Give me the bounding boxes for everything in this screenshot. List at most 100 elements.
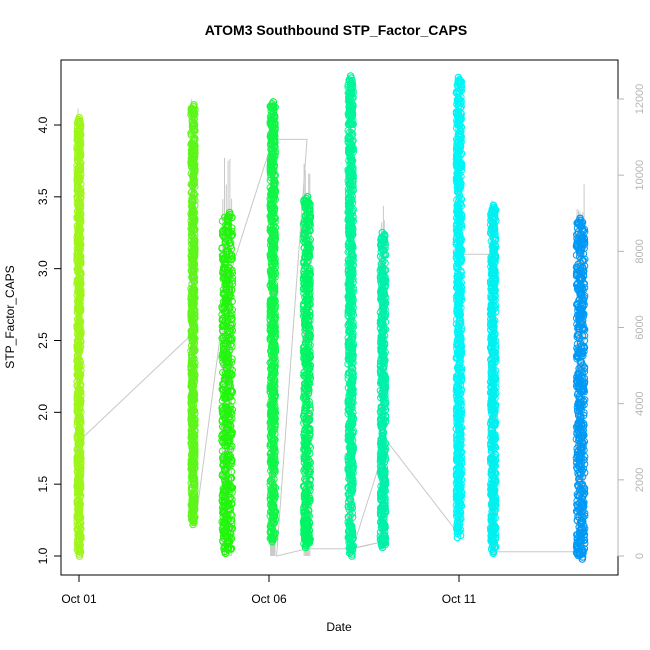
- data-point: [189, 395, 197, 403]
- data-point: [77, 434, 85, 443]
- data-point: [187, 359, 196, 367]
- data-point: [189, 303, 197, 311]
- data-point: [76, 453, 85, 461]
- data-point: [76, 397, 84, 406]
- data-point: [223, 455, 231, 464]
- data-point: [224, 228, 232, 236]
- data-point: [226, 283, 234, 291]
- data-point: [73, 491, 82, 499]
- data-point: [189, 179, 198, 187]
- data-point: [74, 366, 83, 374]
- plot-area-border: [60, 59, 619, 576]
- data-point: [75, 552, 84, 560]
- data-point: [75, 536, 84, 544]
- data-point: [189, 173, 197, 182]
- data-point: [189, 377, 197, 385]
- data-point: [224, 317, 232, 325]
- data-point: [190, 246, 198, 255]
- data-point: [74, 482, 82, 490]
- data-point: [190, 479, 199, 488]
- data-point: [220, 528, 228, 536]
- data-point: [75, 243, 83, 251]
- data-point: [188, 341, 196, 350]
- data-point: [223, 352, 231, 360]
- data-point: [75, 368, 83, 376]
- data-point: [75, 408, 83, 416]
- data-point: [224, 421, 232, 429]
- series-1: [73, 113, 85, 560]
- data-point: [219, 423, 227, 431]
- data-point: [187, 157, 196, 165]
- data-point: [227, 533, 235, 542]
- data-point: [219, 457, 228, 465]
- data-point: [76, 275, 85, 283]
- data-point: [189, 346, 197, 355]
- data-point: [188, 376, 196, 384]
- data-point: [225, 334, 233, 342]
- data-point: [191, 492, 199, 501]
- data-point: [227, 245, 236, 253]
- data-point: [76, 469, 84, 478]
- data-point: [189, 361, 198, 369]
- data-point: [76, 399, 84, 408]
- data-point: [77, 362, 85, 370]
- data-point: [76, 127, 84, 135]
- data-point: [190, 125, 198, 133]
- data-point: [187, 479, 195, 487]
- data-point: [73, 458, 81, 466]
- data-point: [188, 332, 196, 340]
- data-point: [75, 315, 83, 323]
- data-point: [75, 389, 83, 397]
- data-point: [222, 457, 230, 466]
- data-point: [190, 121, 199, 130]
- data-point: [223, 438, 231, 446]
- data-point: [191, 165, 199, 174]
- data-point: [188, 467, 196, 475]
- data-point: [191, 436, 199, 444]
- data-point: [76, 525, 85, 533]
- data-point: [219, 380, 227, 388]
- data-point: [219, 319, 228, 327]
- data-point: [76, 405, 84, 413]
- data-point: [219, 266, 227, 275]
- data-point: [76, 143, 84, 151]
- series-5: [299, 192, 315, 552]
- data-point: [76, 518, 84, 526]
- data-point: [73, 351, 82, 360]
- data-point: [187, 486, 196, 495]
- data-point: [76, 385, 84, 393]
- data-point: [220, 375, 229, 383]
- series-2: [187, 101, 199, 529]
- data-point: [74, 446, 83, 455]
- data-point: [190, 217, 199, 226]
- data-point: [188, 247, 197, 256]
- data-point: [75, 239, 83, 248]
- data-point: [227, 467, 236, 476]
- data-point: [220, 496, 229, 504]
- data-point: [189, 475, 197, 483]
- data-point: [77, 432, 85, 440]
- data-point: [74, 326, 83, 335]
- data-point: [218, 504, 227, 512]
- series-7: [376, 228, 390, 552]
- data-point: [75, 177, 84, 185]
- data-point: [76, 337, 85, 345]
- data-point: [74, 297, 82, 306]
- data-point: [189, 439, 198, 448]
- data-point: [221, 549, 230, 558]
- series-4: [266, 98, 280, 546]
- data-point: [228, 415, 236, 423]
- data-point: [76, 119, 84, 128]
- data-point: [187, 210, 195, 218]
- data-point: [76, 325, 84, 334]
- data-point: [224, 434, 232, 442]
- secondary-line-layer: [76, 99, 585, 557]
- data-point: [218, 334, 226, 342]
- data-point: [77, 258, 85, 267]
- data-point: [220, 233, 228, 241]
- data-point: [76, 343, 85, 351]
- data-point: [187, 363, 195, 372]
- data-point: [218, 472, 227, 480]
- data-point: [191, 461, 199, 469]
